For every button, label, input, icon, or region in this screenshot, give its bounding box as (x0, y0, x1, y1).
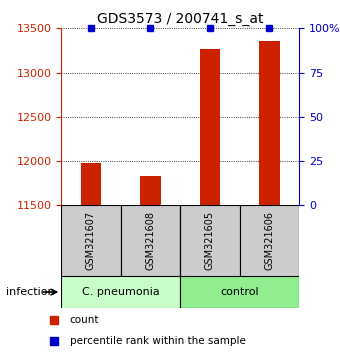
Text: percentile rank within the sample: percentile rank within the sample (70, 336, 245, 346)
Text: control: control (220, 287, 259, 297)
Bar (180, 205, 240, 276)
Bar (121, 205, 180, 276)
Bar (240, 205, 299, 276)
Bar (140, 176, 161, 205)
Text: infection: infection (6, 287, 54, 297)
Text: C. pneumonia: C. pneumonia (82, 287, 159, 297)
Title: GDS3573 / 200741_s_at: GDS3573 / 200741_s_at (97, 12, 264, 26)
Bar (61, 276, 180, 308)
Text: GSM321607: GSM321607 (86, 211, 96, 270)
Bar (200, 48, 220, 205)
Text: count: count (70, 315, 99, 325)
Text: GSM321608: GSM321608 (146, 211, 155, 270)
Text: GSM321606: GSM321606 (265, 211, 274, 270)
Bar (81, 163, 101, 205)
Bar (180, 276, 299, 308)
Bar (259, 41, 280, 205)
Text: GSM321605: GSM321605 (205, 211, 215, 270)
Bar (61, 205, 121, 276)
